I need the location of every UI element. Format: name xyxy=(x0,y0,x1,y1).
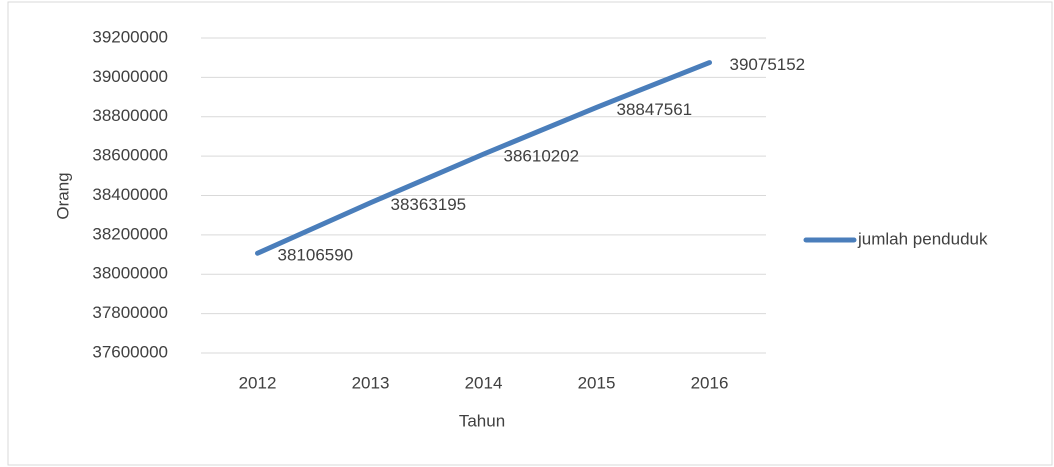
data-label: 38847561 xyxy=(617,100,693,119)
data-label: 38363195 xyxy=(391,195,467,214)
y-tick-label: 37600000 xyxy=(92,342,168,361)
series-line xyxy=(255,60,712,256)
y-tick-label: 38200000 xyxy=(92,224,168,243)
x-tick-label: 2015 xyxy=(578,373,616,392)
data-label: 38106590 xyxy=(278,246,354,265)
y-tick-label: 38800000 xyxy=(92,106,168,125)
x-tick-label: 2016 xyxy=(691,373,729,392)
legend-label: jumlah penduduk xyxy=(857,229,988,248)
y-tick-label: 38400000 xyxy=(92,185,168,204)
chart-border xyxy=(7,1,1053,466)
data-label: 39075152 xyxy=(730,55,806,74)
x-tick-label: 2013 xyxy=(352,373,390,392)
y-tick-label: 38600000 xyxy=(92,146,168,165)
x-tick-label: 2012 xyxy=(239,373,277,392)
y-tick-label: 37800000 xyxy=(92,303,168,322)
y-tick-label: 38000000 xyxy=(92,264,168,283)
y-tick-label: 39000000 xyxy=(92,67,168,86)
y-tick-label: 39200000 xyxy=(92,27,168,46)
x-axis-label: Tahun xyxy=(459,411,505,430)
data-label: 38610202 xyxy=(504,147,580,166)
y-axis-label: Orang xyxy=(53,172,72,219)
x-tick-label: 2014 xyxy=(465,373,503,392)
